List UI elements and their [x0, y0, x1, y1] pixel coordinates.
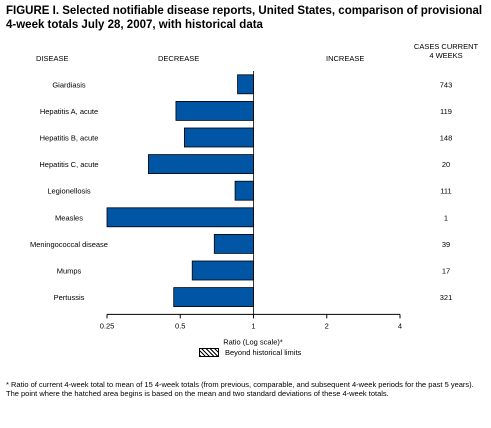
legend-label: Beyond historical limits [225, 348, 302, 357]
figure-title: FIGURE I. Selected notifiable disease re… [6, 5, 483, 31]
category-label: Hepatitis C, acute [39, 160, 98, 169]
category-label: Hepatitis A, acute [40, 107, 98, 116]
category-label: Mumps [57, 267, 82, 276]
cases-value: 119 [440, 107, 452, 116]
increase-header: INCREASE [326, 54, 365, 63]
cases-header: CASES CURRENT 4 WEEKS [404, 42, 488, 60]
bar [148, 154, 254, 175]
category-label: Pertussis [54, 293, 85, 302]
category-label: Measles [55, 213, 83, 222]
x-tick-label: 4 [398, 321, 402, 330]
cases-value: 111 [440, 187, 451, 196]
category-label: Meningococcal disease [30, 240, 108, 249]
x-tick-label: 0.5 [175, 321, 185, 330]
cases-header-line2: 4 WEEKS [429, 51, 463, 60]
disease-column-header: DISEASE [36, 54, 69, 63]
x-tick-label: 1 [251, 321, 255, 330]
bar [237, 74, 254, 95]
cases-header-line1: CASES CURRENT [413, 42, 479, 51]
category-label: Legionellosis [47, 187, 91, 196]
bar [183, 127, 254, 148]
decrease-header: DECREASE [158, 54, 200, 63]
bar [173, 287, 254, 308]
bar [191, 260, 254, 281]
x-tick-label: 0.25 [100, 321, 115, 330]
x-axis-label: Ratio (Log scale)* [223, 337, 283, 346]
category-label: Giardiasis [52, 80, 86, 89]
hatch-swatch [199, 348, 219, 357]
cases-value: 17 [442, 267, 450, 276]
category-label: Hepatitis B, acute [40, 134, 99, 143]
cases-value: 148 [440, 134, 453, 143]
cases-value: 1 [444, 213, 448, 222]
legend: Beyond historical limits [199, 348, 301, 357]
cases-value: 20 [442, 160, 450, 169]
bar [106, 207, 254, 228]
cases-value: 321 [440, 293, 453, 302]
cases-value: 743 [440, 80, 453, 89]
cases-value: 39 [442, 240, 450, 249]
footnote: * Ratio of current 4-week total to mean … [6, 380, 474, 398]
x-tick-label: 2 [325, 321, 329, 330]
bar [234, 180, 254, 201]
bar [213, 233, 254, 254]
bar [175, 101, 254, 121]
